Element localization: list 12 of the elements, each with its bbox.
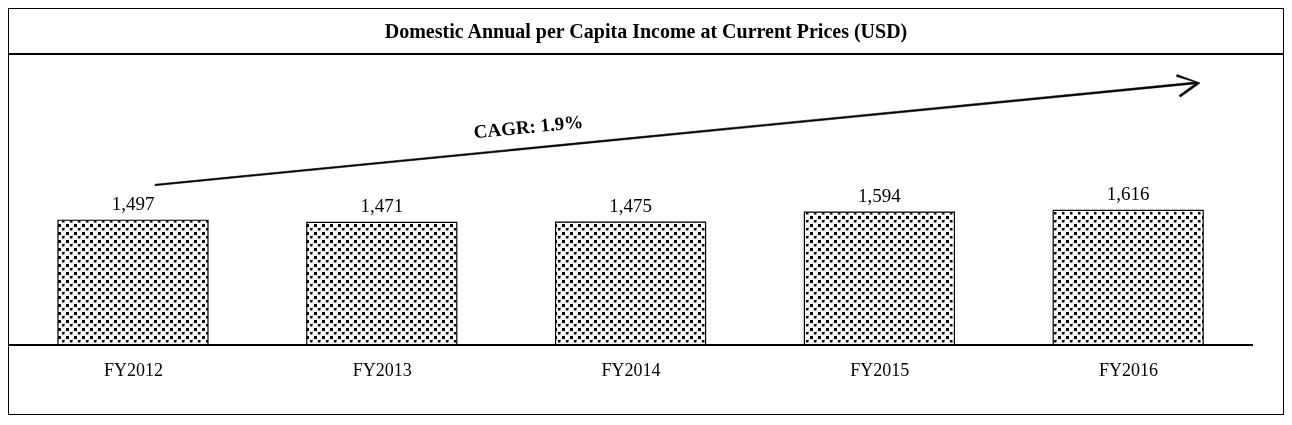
x-tick-label: FY2014: [601, 359, 661, 380]
x-tick-label: FY2013: [352, 359, 412, 380]
x-tick-label: FY2015: [850, 359, 910, 380]
data-label: 1,594: [858, 185, 902, 207]
data-label: 1,497: [111, 193, 155, 215]
data-label: 1,616: [1106, 183, 1150, 205]
data-label: 1,475: [609, 195, 652, 217]
x-tick-label: FY2016: [1099, 359, 1159, 380]
data-label: 1,471: [360, 195, 404, 217]
chart-title: Domestic Annual per Capita Income at Current Prices (USD): [9, 9, 1283, 55]
x-tick-label: FY2012: [103, 359, 163, 380]
text: CAGR: 1.9%: [472, 110, 585, 143]
